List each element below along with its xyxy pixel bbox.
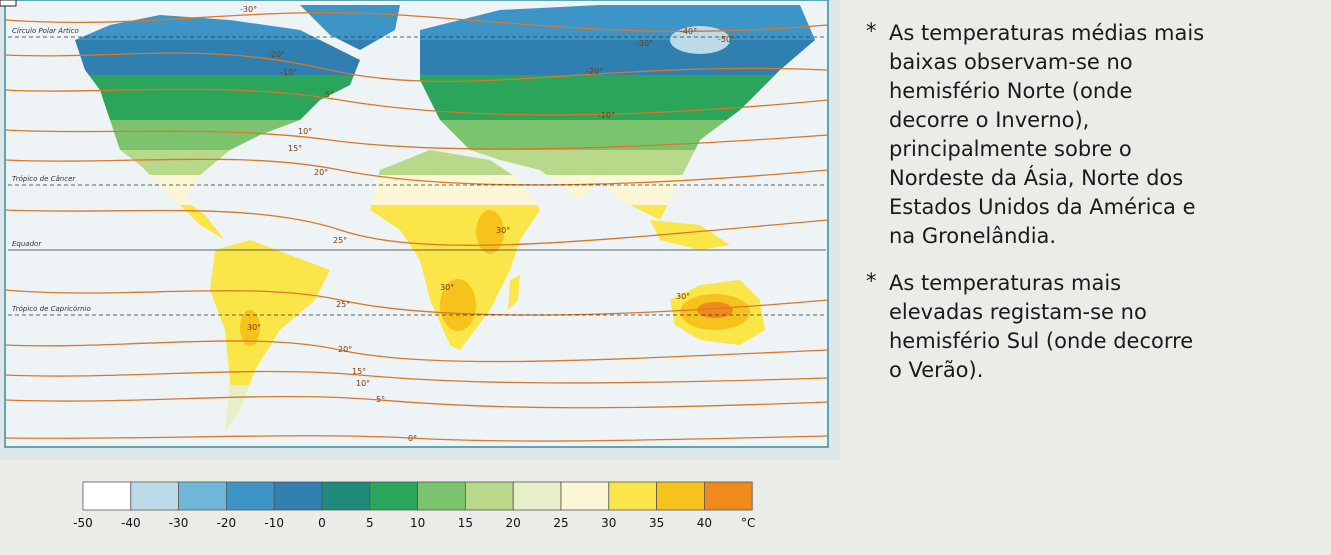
bullet-line: hemisfério Norte (onde bbox=[889, 79, 1132, 103]
legend-label: 15 bbox=[458, 516, 473, 530]
legend-swatch bbox=[369, 481, 418, 511]
legend-swatch bbox=[417, 481, 466, 511]
bullet-line: baixas observam-se no bbox=[889, 50, 1133, 74]
bullet-line: Nordeste da Ásia, Norte dos bbox=[889, 165, 1183, 190]
isotherm-label: 15° bbox=[288, 144, 302, 153]
isotherm-label: -10° bbox=[598, 111, 615, 120]
legend-label: -30 bbox=[169, 516, 189, 530]
legend-label: -50 bbox=[73, 516, 93, 530]
isotherm-label: -20° bbox=[268, 50, 285, 59]
isotherm-label: 5° bbox=[325, 90, 334, 99]
legend-swatch bbox=[608, 481, 657, 511]
isotherm-label: 25° bbox=[336, 300, 350, 309]
legend-label: 0 bbox=[318, 516, 326, 530]
legend-label: -40 bbox=[121, 516, 141, 530]
isotherm-label: 5° bbox=[376, 395, 385, 404]
isotherm-label: -40° bbox=[680, 27, 697, 36]
legend-swatch bbox=[656, 481, 705, 511]
legend-swatch bbox=[273, 481, 323, 511]
isotherm-label: 20° bbox=[338, 345, 352, 354]
bullet-marker: * bbox=[866, 19, 877, 43]
isotherms bbox=[4, 11, 829, 442]
bullet-line: na Gronelândia. bbox=[889, 224, 1056, 248]
reference-label: Equador bbox=[12, 240, 42, 248]
isotherm-label: -30° bbox=[636, 39, 653, 48]
isotherm-labels: -30° -20° -10° 5° 10° 15° 20° 25° 25° 20° 15° 10° 5°… bbox=[240, 5, 735, 443]
isotherm-label: 30° bbox=[440, 283, 454, 292]
bullet-line: principalmente sobre o bbox=[889, 137, 1132, 161]
legend-label: -20 bbox=[217, 516, 237, 530]
legend-label: 10 bbox=[410, 516, 425, 530]
reference-label: Trópico de Câncer bbox=[12, 175, 76, 183]
isotherm-label: 25° bbox=[333, 236, 347, 245]
bullet-line: As temperaturas mais bbox=[889, 271, 1121, 295]
reference-label: Círculo Polar Ártico bbox=[12, 26, 79, 35]
isotherm-label: 20° bbox=[314, 168, 328, 177]
isotherm-label: 30° bbox=[496, 226, 510, 235]
legend-label: 40 bbox=[697, 516, 712, 530]
corner-mark bbox=[0, 0, 17, 7]
isotherm-label: 15° bbox=[352, 367, 366, 376]
isotherm-label: -20° bbox=[586, 67, 603, 76]
legend-label: -10 bbox=[264, 516, 284, 530]
isotherm-label: -30° bbox=[240, 5, 257, 14]
bullet-line: hemisfério Sul (onde decorre bbox=[889, 329, 1193, 353]
isotherm-label: 10° bbox=[356, 379, 370, 388]
legend-swatch bbox=[512, 481, 562, 511]
bullet-line: o Verão). bbox=[889, 358, 983, 382]
legend-swatch bbox=[704, 481, 753, 511]
legend: -50 -40 -30 -20 -10 0 5 10 15 20 25 30 35 40 °C bbox=[73, 481, 755, 530]
bullet-marker: * bbox=[866, 269, 877, 293]
bullet-line: elevadas registam-se no bbox=[889, 300, 1147, 324]
legend-swatch bbox=[321, 481, 371, 511]
isotherm-label: 0° bbox=[408, 434, 417, 443]
legend-swatch bbox=[464, 481, 514, 511]
bullet-text: * As temperaturas médias mais baixas obser… bbox=[866, 19, 1204, 382]
legend-label: 25 bbox=[553, 516, 568, 530]
legend-swatch bbox=[225, 481, 275, 511]
legend-label: 5 bbox=[366, 516, 374, 530]
isotherm-label: 30° bbox=[247, 323, 261, 332]
reference-lines: Círculo Polar Ártico Trópico de Câncer Equ… bbox=[8, 26, 826, 316]
reference-label: Trópico de Capricórnio bbox=[12, 305, 91, 313]
isotherm-label: 30° bbox=[676, 292, 690, 301]
isotherm-label: -10° bbox=[280, 68, 297, 77]
bullet-line: As temperaturas médias mais bbox=[889, 21, 1204, 45]
legend-swatch bbox=[130, 481, 180, 511]
legend-swatch bbox=[178, 481, 227, 511]
isotherm-label: -50° bbox=[718, 35, 735, 44]
legend-swatch bbox=[82, 481, 132, 511]
legend-label: 35 bbox=[649, 516, 664, 530]
legend-label: 30 bbox=[601, 516, 616, 530]
bullet-line: decorre o Inverno), bbox=[889, 108, 1089, 132]
legend-unit: °C bbox=[741, 516, 755, 530]
legend-swatch bbox=[560, 481, 610, 511]
bullet-line: Estados Unidos da América e bbox=[889, 195, 1196, 219]
legend-label: 20 bbox=[506, 516, 521, 530]
isotherm-label: 10° bbox=[298, 127, 312, 136]
